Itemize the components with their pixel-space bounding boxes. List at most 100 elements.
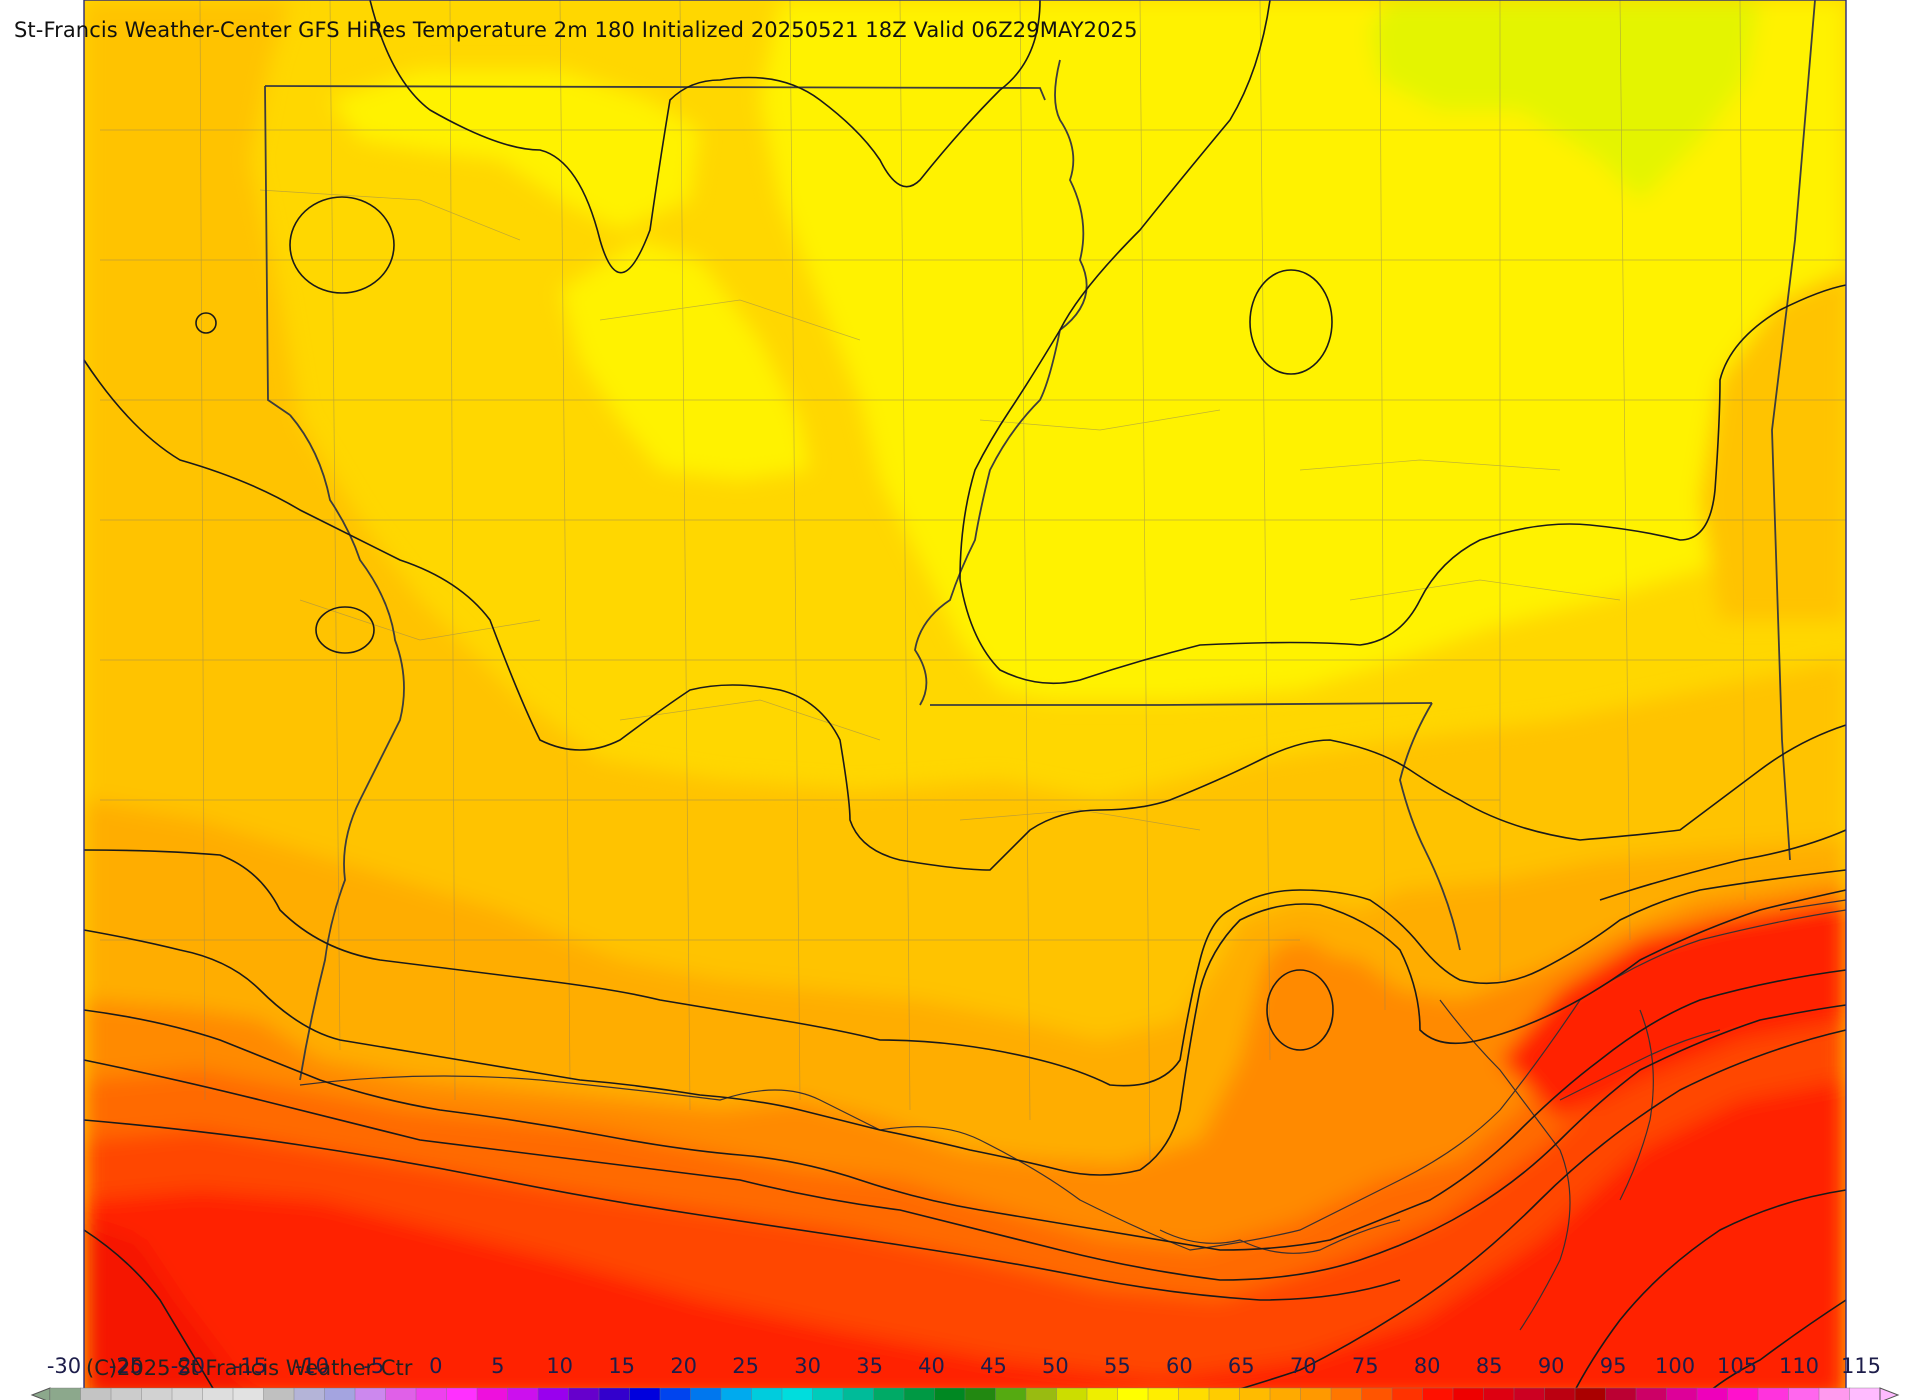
color-bar-swatch [1635, 1387, 1668, 1400]
color-bar-label: 80 [1413, 1354, 1441, 1378]
color-bar-swatch [1422, 1387, 1454, 1400]
copyright-text: (C)2025 St Francis Weather Ctr [86, 1356, 413, 1380]
color-bar-label: 15 [608, 1354, 636, 1378]
color-bar-swatch [49, 1387, 82, 1400]
color-bar [30, 1387, 1900, 1400]
color-bar-label: 55 [1104, 1354, 1131, 1378]
color-bar-swatch [873, 1387, 905, 1400]
color-bar-swatch [1788, 1387, 1820, 1400]
color-bar-swatch [1513, 1387, 1546, 1400]
color-bar-label: 115 [1840, 1354, 1882, 1378]
color-bar-swatch [263, 1387, 295, 1400]
color-bar-swatch [1025, 1387, 1058, 1400]
border-oklahoma-arkansas [264, 85, 1046, 101]
color-bar-swatch [324, 1387, 356, 1400]
color-bar-swatch [1361, 1387, 1393, 1400]
yellow-region-north [330, 70, 700, 230]
border-oklahoma-west [264, 85, 291, 416]
color-bar-label: 75 [1351, 1354, 1379, 1378]
color-bar-label: 5 [491, 1354, 505, 1378]
color-bar-swatch [751, 1387, 783, 1400]
border-sabine-river [289, 414, 405, 1081]
border-mississippi-river [914, 59, 1088, 706]
color-bar-swatch [690, 1387, 722, 1400]
color-bar-swatch [629, 1387, 661, 1400]
color-bar-swatch [110, 1387, 143, 1400]
color-bar-label: 45 [980, 1354, 1007, 1378]
color-bar-swatch [1300, 1387, 1332, 1400]
border-pearl-river [1399, 702, 1461, 951]
color-bar-swatch [1391, 1387, 1424, 1400]
color-bar-swatch [385, 1387, 417, 1400]
color-bar-swatch [903, 1387, 936, 1400]
color-bar-swatch [141, 1387, 173, 1400]
color-bar-label: 90 [1537, 1354, 1565, 1378]
color-bar-swatch [659, 1387, 692, 1400]
color-bar-swatch [1727, 1387, 1759, 1400]
color-bar-swatch [781, 1387, 814, 1400]
color-bar-swatch [995, 1387, 1027, 1400]
yellow-region [760, 0, 1846, 700]
color-bar-label: 100 [1655, 1354, 1696, 1378]
color-bar-swatch [1696, 1387, 1729, 1400]
color-bar-label: 85 [1475, 1354, 1503, 1378]
color-bar-swatch [415, 1387, 448, 1400]
color-bar-swatch [598, 1387, 631, 1400]
color-bar-swatch [476, 1387, 509, 1400]
color-bar-swatch [537, 1387, 570, 1400]
color-bar-label: -30 [46, 1354, 82, 1378]
color-bar-swatch [80, 1387, 112, 1400]
color-bar-swatch [1574, 1387, 1607, 1400]
color-bar-swatch [446, 1387, 478, 1400]
color-bar-swatch [1666, 1387, 1698, 1400]
color-bar-swatch [1056, 1387, 1088, 1400]
color-bar-label: 35 [856, 1354, 883, 1378]
color-bar-label: 40 [918, 1354, 945, 1378]
red-region-northeast [1500, 900, 1846, 1120]
color-bar-label: 20 [670, 1354, 698, 1378]
yellow-region-west [560, 240, 810, 480]
color-bar-swatch [1849, 1387, 1881, 1400]
color-bar-label: -20 [170, 1354, 206, 1378]
color-bar-swatch [1208, 1387, 1241, 1400]
temperature-shading [84, 0, 1846, 1400]
isotherm-contours [83, 0, 1847, 1400]
color-bar-label: 0 [429, 1354, 443, 1378]
color-bar-high-arrow [1879, 1387, 1900, 1400]
color-bar-label: -25 [108, 1354, 144, 1378]
color-bar-label: 10 [546, 1354, 574, 1378]
color-bar-label: 105 [1717, 1354, 1758, 1378]
color-bar-label: 110 [1778, 1354, 1820, 1378]
color-bar-label: -15 [232, 1354, 268, 1378]
color-bar-label: -10 [294, 1354, 330, 1378]
color-bar-swatch [720, 1387, 753, 1400]
color-bar-swatch [202, 1387, 234, 1400]
color-bar-swatch [1178, 1387, 1210, 1400]
color-bar-swatch [1147, 1387, 1180, 1400]
red-region [84, 1080, 1846, 1400]
color-bar-swatch [1086, 1387, 1119, 1400]
border-arkansas-louisiana [930, 702, 1433, 706]
color-bar-labels: -30 -25 -20 -15 -10 -5 0 5 10 15 20 25 30 35 40 45 50 55 6… [0, 1354, 1920, 1384]
color-bar-swatch [1483, 1387, 1515, 1400]
color-bar-label: 70 [1289, 1354, 1317, 1378]
color-bar-swatch [842, 1387, 875, 1400]
color-bar-swatch [934, 1387, 966, 1400]
color-bar-swatch [1605, 1387, 1637, 1400]
yellow-green-region [1370, 0, 1760, 200]
county-borders [100, 0, 1846, 1161]
color-bar-swatch [812, 1387, 844, 1400]
color-bar-swatch [507, 1387, 539, 1400]
color-bar-swatch [354, 1387, 387, 1400]
color-bar-swatch [1818, 1387, 1851, 1400]
color-bar-label: 25 [732, 1354, 759, 1378]
color-bar-swatch [1330, 1387, 1363, 1400]
warm-spot [1260, 940, 1340, 1030]
border-mississippi-alabama [1771, 0, 1816, 861]
color-bar-low-arrow [30, 1387, 51, 1400]
color-bar-label: 50 [1042, 1354, 1069, 1378]
color-bar-swatch [1117, 1387, 1149, 1400]
map-title: St-Francis Weather-Center GFS HiRes Temp… [14, 18, 1138, 42]
color-bar-label: 65 [1227, 1354, 1255, 1378]
